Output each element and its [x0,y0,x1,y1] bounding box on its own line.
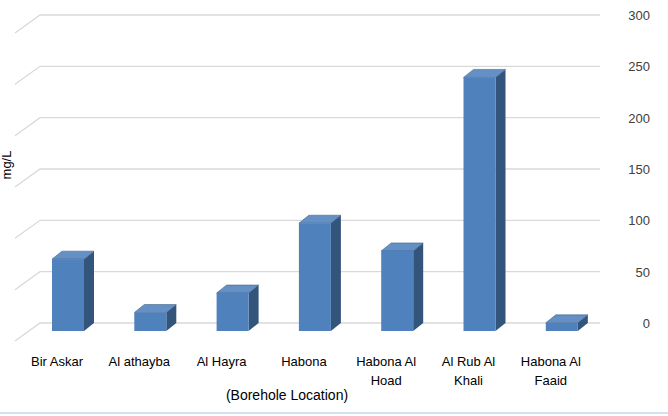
bars [52,69,588,331]
y-tick-label: 200 [628,111,650,126]
bar [299,215,341,331]
y-tick-label: 100 [628,213,650,228]
bar [381,243,423,331]
x-tick-label-line: Khali [454,373,483,388]
x-tick-label: Habona Al Hoad [356,354,416,388]
bar-top [299,215,341,223]
grid-line [15,66,600,84]
x-tick-label: Al athayba [109,354,171,369]
bar-front [464,77,496,331]
bar-side [413,243,423,331]
x-tick-label-line: Habona [281,354,327,369]
grid-line [15,15,600,33]
bar-top [217,285,259,293]
bar [546,315,588,331]
bar-side [331,215,341,331]
bar-top [464,69,506,77]
bar-front [217,293,249,331]
bar-top [381,243,423,251]
x-tick-label-line: Al Hayra [197,354,248,369]
y-tick-label: 250 [628,59,650,74]
grid-line [15,118,600,136]
x-tick-label-line: Habona Al [356,354,416,369]
x-tick-label-line: Al athayba [109,354,171,369]
x-axis-title: (Borehole Location) [226,387,348,403]
y-axis-title: mg/L [0,151,14,180]
bar [464,69,506,331]
bar-top [546,315,588,323]
bar-front [546,323,578,331]
y-tick-label: 0 [643,316,650,331]
x-tick-label: Al Hayra [197,354,248,369]
x-tick-label: Al Rub Al Khali [442,354,496,388]
bar-front [381,251,413,331]
x-tick-label: Habona Al Faaid [521,354,581,388]
bar-side [84,251,94,331]
x-tick-label-line: Habona Al [521,354,581,369]
bar [52,251,94,331]
chart: 0 50 100 150 200 250 300 Bir Askar Al athayba Al … [0,0,668,416]
y-tick-label: 50 [636,265,650,280]
x-tick-label-line: Al Rub Al [442,354,496,369]
border [0,412,668,414]
y-tick-label: 150 [628,162,650,177]
x-tick-label-line: Faaid [535,373,568,388]
bar-front [299,223,331,331]
bar-front [52,259,84,331]
x-tick-label-line: Hoad [371,373,402,388]
bar-top [134,305,176,313]
bar [134,305,176,331]
x-tick-label: Habona [281,354,327,369]
x-tick-label: Bir Askar [31,354,84,369]
bar-front [134,313,166,331]
bar-side [496,69,506,331]
y-tick-label: 300 [628,8,650,23]
bar [217,285,259,331]
grid-line [15,169,600,187]
x-tick-label-line: Bir Askar [31,354,84,369]
bar-top [52,251,94,259]
